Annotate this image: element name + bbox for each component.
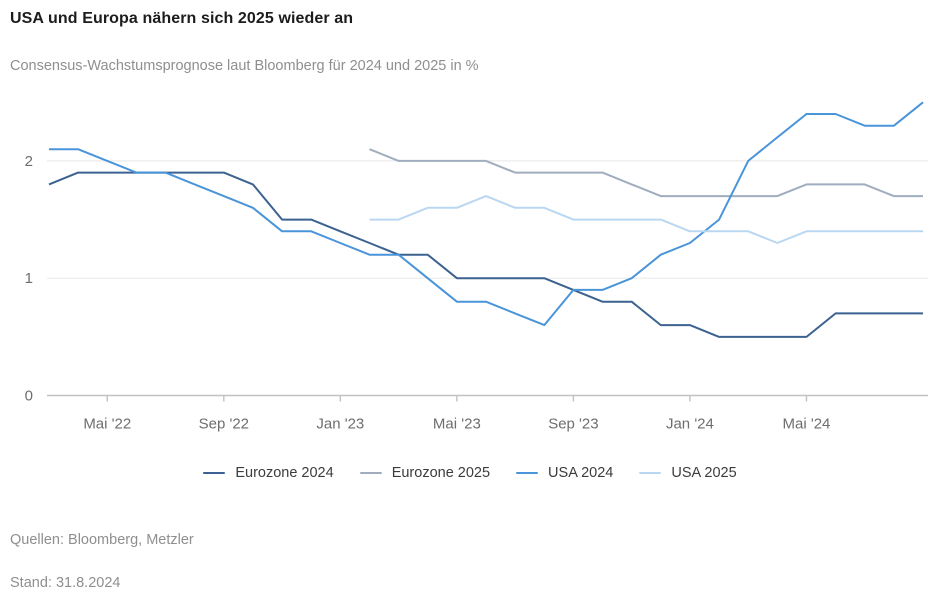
- legend-swatch: [203, 472, 226, 474]
- legend-item-usa-2025[interactable]: USA 2025: [639, 465, 737, 481]
- x-axis-label-2: Jan '23: [316, 416, 364, 433]
- legend-label: USA 2024: [548, 465, 614, 481]
- chart-legend: Eurozone 2024 Eurozone 2025 USA 2024 USA 20…: [0, 465, 940, 481]
- x-axis-label-3: Mai '23: [433, 416, 481, 433]
- series-line-eurozone-2025: [369, 148, 923, 198]
- legend-item-eurozone-2025[interactable]: Eurozone 2025: [359, 465, 491, 481]
- series-line-usa-2025: [369, 195, 923, 244]
- series-line-usa-2024: [49, 101, 924, 327]
- chart-subtitle: Consensus-Wachstumsprognose laut Bloombe…: [10, 58, 479, 74]
- sources-note: Quellen: Bloomberg, Metzler: [10, 532, 194, 548]
- legend-item-usa-2024[interactable]: USA 2024: [516, 465, 613, 481]
- legend-swatch: [359, 472, 382, 474]
- legend-label: Eurozone 2024: [235, 465, 334, 481]
- series-line-eurozone-2024: [48, 171, 923, 338]
- legend-label: Eurozone 2025: [391, 465, 491, 481]
- chart-title: USA und Europa nähern sich 2025 wieder a…: [10, 10, 354, 27]
- legend-swatch: [639, 472, 662, 474]
- x-axis-label-4: Sep '23: [548, 416, 598, 433]
- legend-swatch: [516, 472, 539, 474]
- y-axis-label-0: 0: [25, 388, 33, 405]
- x-axis-label-6: Mai '24: [783, 416, 831, 433]
- x-axis-label-5: Jan '24: [666, 416, 714, 433]
- y-axis-label-2: 2: [25, 153, 33, 170]
- x-axis-label-1: Sep '22: [199, 416, 249, 433]
- legend-label: USA 2025: [671, 465, 737, 481]
- as-of-date-note: Stand: 31.8.2024: [10, 575, 121, 591]
- legend-item-eurozone-2024[interactable]: Eurozone 2024: [203, 465, 334, 481]
- line-chart-plot-area: 0 1 2 Mai '22 Sep '22 Jan '23 Mai '23 Sep '23 Ja…: [25, 101, 928, 433]
- y-axis-label-1: 1: [25, 270, 33, 287]
- x-axis-label-0: Mai '22: [83, 416, 131, 433]
